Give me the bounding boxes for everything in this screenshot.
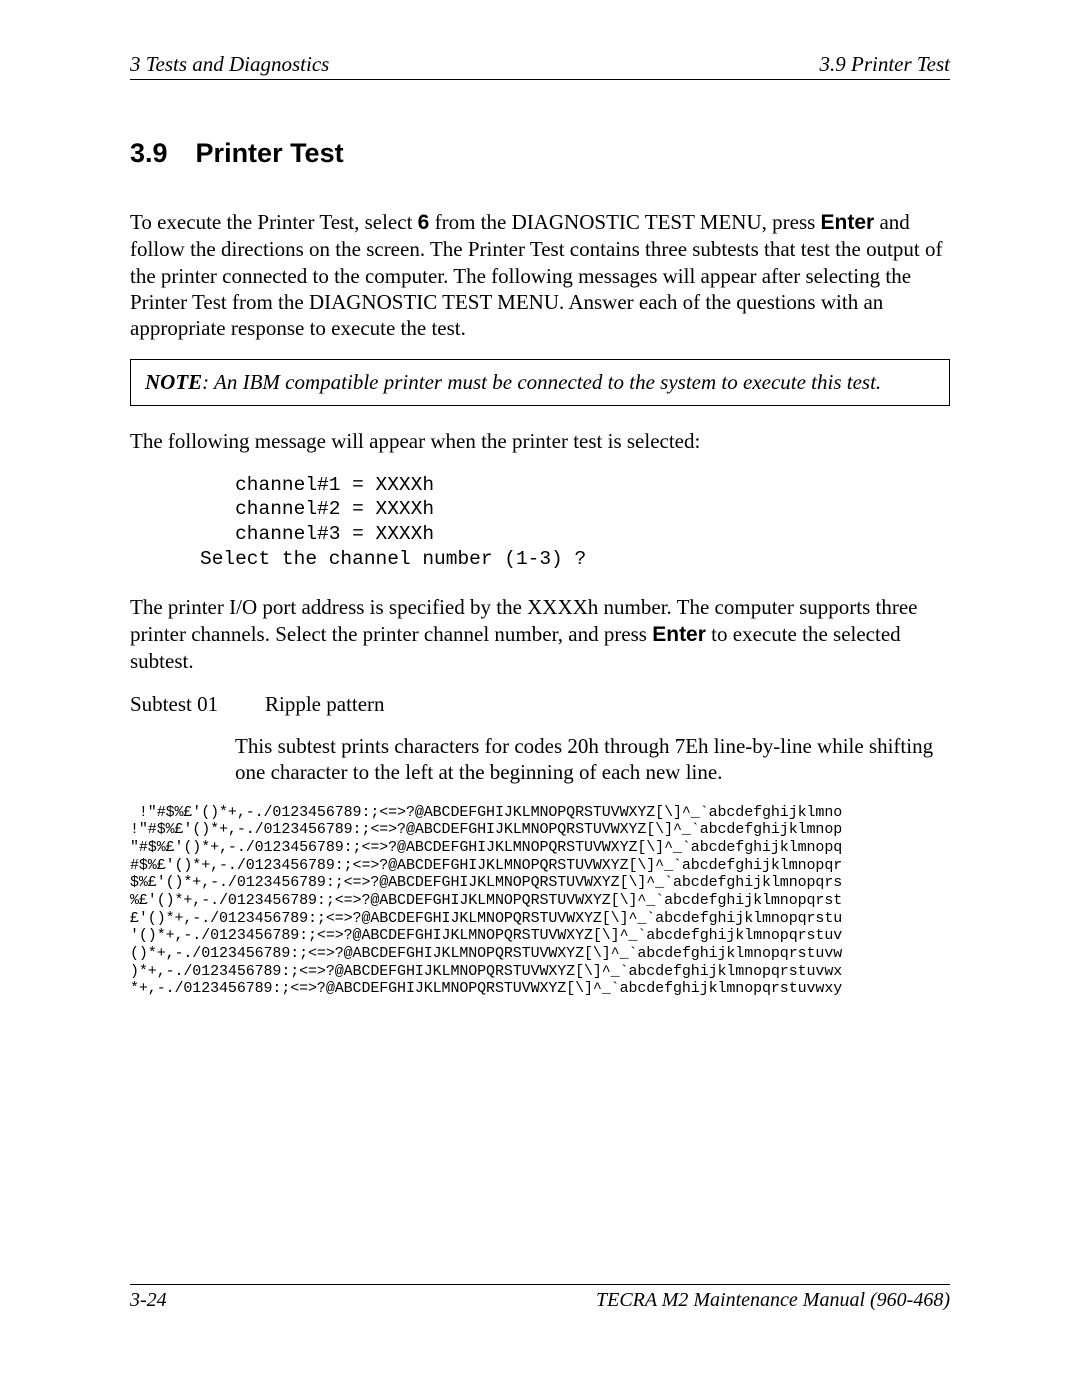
- header-right: 3.9 Printer Test: [820, 52, 951, 77]
- running-header: 3 Tests and Diagnostics 3.9 Printer Test: [130, 52, 950, 80]
- intro-bold-enter: Enter: [821, 211, 875, 234]
- note-box: NOTE: An IBM compatible printer must be …: [130, 359, 950, 406]
- footer-right: TECRA M2 Maintenance Manual (960-468): [596, 1289, 950, 1312]
- para-io-enter: Enter: [652, 623, 706, 646]
- intro-paragraph: To execute the Printer Test, select 6 fr…: [130, 209, 950, 341]
- para-io: The printer I/O port address is specifie…: [130, 594, 950, 674]
- subtest-name: Ripple pattern: [265, 692, 385, 717]
- footer-left: 3-24: [130, 1289, 167, 1312]
- header-left: 3 Tests and Diagnostics: [130, 52, 329, 77]
- intro-text-2: from the DIAGNOSTIC TEST MENU, press: [429, 210, 820, 234]
- intro-bold-6: 6: [418, 211, 430, 234]
- subtest-description: This subtest prints characters for codes…: [235, 733, 950, 786]
- intro-text-1: To execute the Printer Test, select: [130, 210, 418, 234]
- subtest-row: Subtest 01 Ripple pattern: [130, 692, 950, 717]
- ripple-pattern-output: !"#$%£'()*+,-./0123456789:;<=>?@ABCDEFGH…: [130, 804, 950, 999]
- note-label: NOTE: [145, 370, 202, 394]
- section-title: Printer Test: [196, 138, 344, 169]
- channel-code-block: channel#1 = XXXXh channel#2 = XXXXh chan…: [130, 473, 950, 573]
- section-number: 3.9: [130, 138, 168, 169]
- note-text: : An IBM compatible printer must be conn…: [202, 370, 881, 394]
- section-heading: 3.9 Printer Test: [130, 138, 950, 169]
- page-content: 3 Tests and Diagnostics 3.9 Printer Test…: [130, 52, 950, 1357]
- para-after-note: The following message will appear when t…: [130, 428, 950, 454]
- running-footer: 3-24 TECRA M2 Maintenance Manual (960-46…: [130, 1284, 950, 1312]
- subtest-label: Subtest 01: [130, 692, 235, 717]
